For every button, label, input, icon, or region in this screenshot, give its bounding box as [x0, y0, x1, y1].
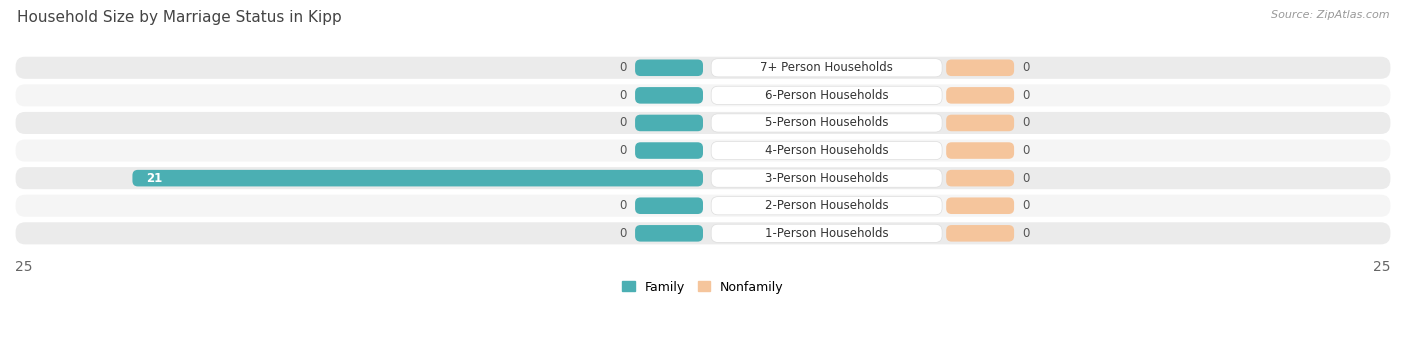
FancyBboxPatch shape	[711, 142, 942, 160]
Text: 0: 0	[1022, 172, 1029, 184]
Text: 0: 0	[1022, 227, 1029, 240]
FancyBboxPatch shape	[15, 167, 1391, 189]
FancyBboxPatch shape	[636, 115, 703, 131]
Text: 0: 0	[620, 89, 627, 102]
FancyBboxPatch shape	[15, 112, 1391, 134]
FancyBboxPatch shape	[636, 59, 703, 76]
FancyBboxPatch shape	[946, 87, 1014, 104]
FancyBboxPatch shape	[15, 84, 1391, 106]
Text: 0: 0	[1022, 61, 1029, 74]
Text: 7+ Person Households: 7+ Person Households	[761, 61, 893, 74]
Text: 6-Person Households: 6-Person Households	[765, 89, 889, 102]
Text: 0: 0	[620, 61, 627, 74]
FancyBboxPatch shape	[711, 197, 942, 215]
Text: 0: 0	[1022, 117, 1029, 130]
FancyBboxPatch shape	[711, 114, 942, 132]
FancyBboxPatch shape	[636, 87, 703, 104]
FancyBboxPatch shape	[946, 197, 1014, 214]
Text: 0: 0	[1022, 89, 1029, 102]
FancyBboxPatch shape	[946, 115, 1014, 131]
Text: 21: 21	[146, 172, 162, 184]
Text: Source: ZipAtlas.com: Source: ZipAtlas.com	[1271, 10, 1389, 20]
FancyBboxPatch shape	[946, 170, 1014, 187]
FancyBboxPatch shape	[946, 142, 1014, 159]
FancyBboxPatch shape	[132, 170, 703, 187]
FancyBboxPatch shape	[15, 57, 1391, 79]
FancyBboxPatch shape	[946, 225, 1014, 242]
FancyBboxPatch shape	[711, 86, 942, 104]
FancyBboxPatch shape	[636, 225, 703, 242]
Text: 0: 0	[620, 227, 627, 240]
FancyBboxPatch shape	[15, 222, 1391, 244]
Text: 0: 0	[620, 117, 627, 130]
Text: 5-Person Households: 5-Person Households	[765, 117, 889, 130]
FancyBboxPatch shape	[711, 169, 942, 187]
Text: 4-Person Households: 4-Person Households	[765, 144, 889, 157]
Text: 0: 0	[1022, 144, 1029, 157]
Text: 0: 0	[620, 144, 627, 157]
Text: 3-Person Households: 3-Person Households	[765, 172, 889, 184]
FancyBboxPatch shape	[711, 59, 942, 77]
FancyBboxPatch shape	[946, 59, 1014, 76]
FancyBboxPatch shape	[711, 224, 942, 242]
Text: 1-Person Households: 1-Person Households	[765, 227, 889, 240]
Text: 0: 0	[1022, 199, 1029, 212]
Text: 0: 0	[620, 199, 627, 212]
Legend: Family, Nonfamily: Family, Nonfamily	[623, 281, 783, 294]
FancyBboxPatch shape	[15, 195, 1391, 217]
FancyBboxPatch shape	[15, 139, 1391, 162]
Text: 2-Person Households: 2-Person Households	[765, 199, 889, 212]
Text: Household Size by Marriage Status in Kipp: Household Size by Marriage Status in Kip…	[17, 10, 342, 25]
FancyBboxPatch shape	[636, 142, 703, 159]
FancyBboxPatch shape	[636, 197, 703, 214]
